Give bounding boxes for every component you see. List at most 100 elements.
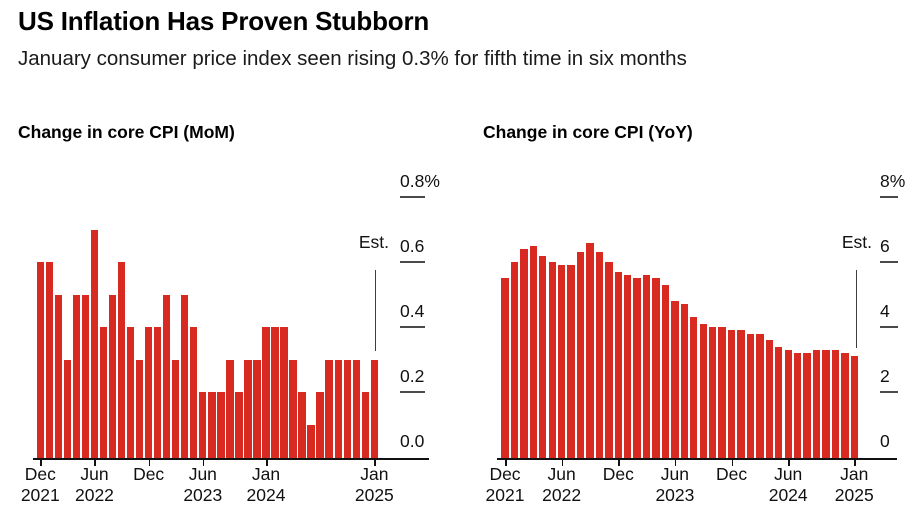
y-tick-dash (880, 196, 898, 198)
bar (262, 327, 270, 459)
bar (850, 356, 858, 459)
bar (718, 327, 726, 459)
x-tick-year: 2021 (485, 485, 525, 505)
bar (244, 359, 252, 459)
x-tick-label: Jun 2023 (635, 464, 715, 506)
y-tick-label: 0.0 (400, 431, 425, 451)
bar (510, 262, 519, 459)
chart-title-yoy: Change in core CPI (YoY) (483, 122, 693, 142)
x-tick-mark (788, 459, 790, 466)
x-tick-year: 2025 (834, 485, 874, 505)
bar (567, 265, 575, 459)
bar (812, 349, 821, 459)
bar (680, 304, 689, 459)
y-tick-label: 0.6 (400, 236, 425, 256)
x-tick-year: 2022 (542, 485, 582, 505)
bar (361, 392, 369, 459)
bar (72, 294, 81, 459)
y-tick-label: 0.8% (400, 171, 440, 191)
y-tick-label: 0 (880, 431, 890, 451)
bar (144, 327, 153, 459)
x-tick-mark (561, 459, 564, 466)
x-tick-label: Jun 2023 (163, 464, 243, 506)
bar (235, 392, 243, 459)
bar (595, 252, 604, 459)
x-tick-year: 2022 (74, 485, 114, 505)
bar (280, 327, 288, 459)
bar (63, 359, 72, 459)
bar (784, 349, 792, 459)
bar (831, 349, 840, 459)
x-tick-label: Jan 2025 (334, 464, 414, 506)
bar (343, 359, 351, 459)
x-tick-mark (266, 459, 268, 466)
estimate-label: Est. (358, 232, 389, 252)
y-tick-label: 0.4 (400, 301, 425, 321)
x-tick-month: Dec (602, 464, 634, 484)
x-tick-mark (505, 459, 507, 466)
bar (576, 252, 585, 459)
bar (539, 255, 547, 459)
y-tick-dash (400, 196, 425, 198)
x-tick-year: 2025 (354, 485, 394, 505)
x-tick-label: Dec (692, 464, 772, 485)
x-tick-month: Jun (774, 464, 803, 484)
bar (99, 327, 108, 459)
page-title: US Inflation Has Proven Stubborn (18, 6, 430, 36)
bar (181, 294, 189, 459)
x-tick-label: Dec 2021 (0, 464, 80, 506)
bar (307, 424, 315, 459)
bar (727, 330, 736, 459)
bar (661, 284, 670, 459)
chart-title-mom: Change in core CPI (MoM) (18, 122, 235, 142)
bar (352, 359, 360, 459)
x-tick-mark (674, 459, 677, 466)
bar (271, 327, 279, 459)
x-tick-month: Jun (80, 464, 109, 484)
x-axis-line (33, 458, 429, 460)
x-tick-year: 2024 (768, 485, 808, 505)
x-tick-mark (854, 459, 856, 466)
bar (316, 392, 324, 459)
bar (690, 317, 698, 459)
x-tick-year: 2024 (246, 485, 286, 505)
x-tick-mark (148, 459, 151, 466)
bar (208, 392, 216, 459)
bar (642, 275, 651, 459)
x-tick-month: Dec (133, 464, 165, 484)
x-tick-month: Jan (840, 464, 869, 484)
bar (699, 323, 707, 459)
bar (54, 294, 63, 459)
bar (529, 245, 537, 459)
page-subtitle: January consumer price index seen rising… (18, 47, 687, 70)
x-tick-mark (40, 459, 42, 466)
x-tick-month: Jun (547, 464, 576, 484)
bar (370, 359, 379, 459)
bar (822, 349, 830, 459)
x-axis-line (497, 458, 897, 460)
bar (36, 262, 44, 459)
bar (708, 327, 717, 459)
y-tick-label: 2 (880, 366, 890, 386)
y-tick-dash (880, 326, 898, 328)
x-tick-mark (731, 459, 734, 466)
bar (298, 392, 306, 459)
x-tick-month: Jun (660, 464, 690, 484)
bar (153, 327, 162, 459)
bar (108, 294, 117, 459)
bar (126, 327, 135, 459)
x-tick-month: Jan (360, 464, 389, 484)
y-tick-dash (880, 261, 898, 263)
x-tick-month: Dec (24, 464, 56, 484)
x-tick-label: Jan 2024 (226, 464, 306, 506)
y-tick-label: 0.2 (400, 366, 425, 386)
y-tick-dash (400, 391, 425, 393)
bar (226, 359, 234, 459)
bar (334, 359, 342, 459)
bar (652, 278, 660, 459)
y-tick-dash (880, 391, 898, 393)
bar (586, 242, 594, 459)
